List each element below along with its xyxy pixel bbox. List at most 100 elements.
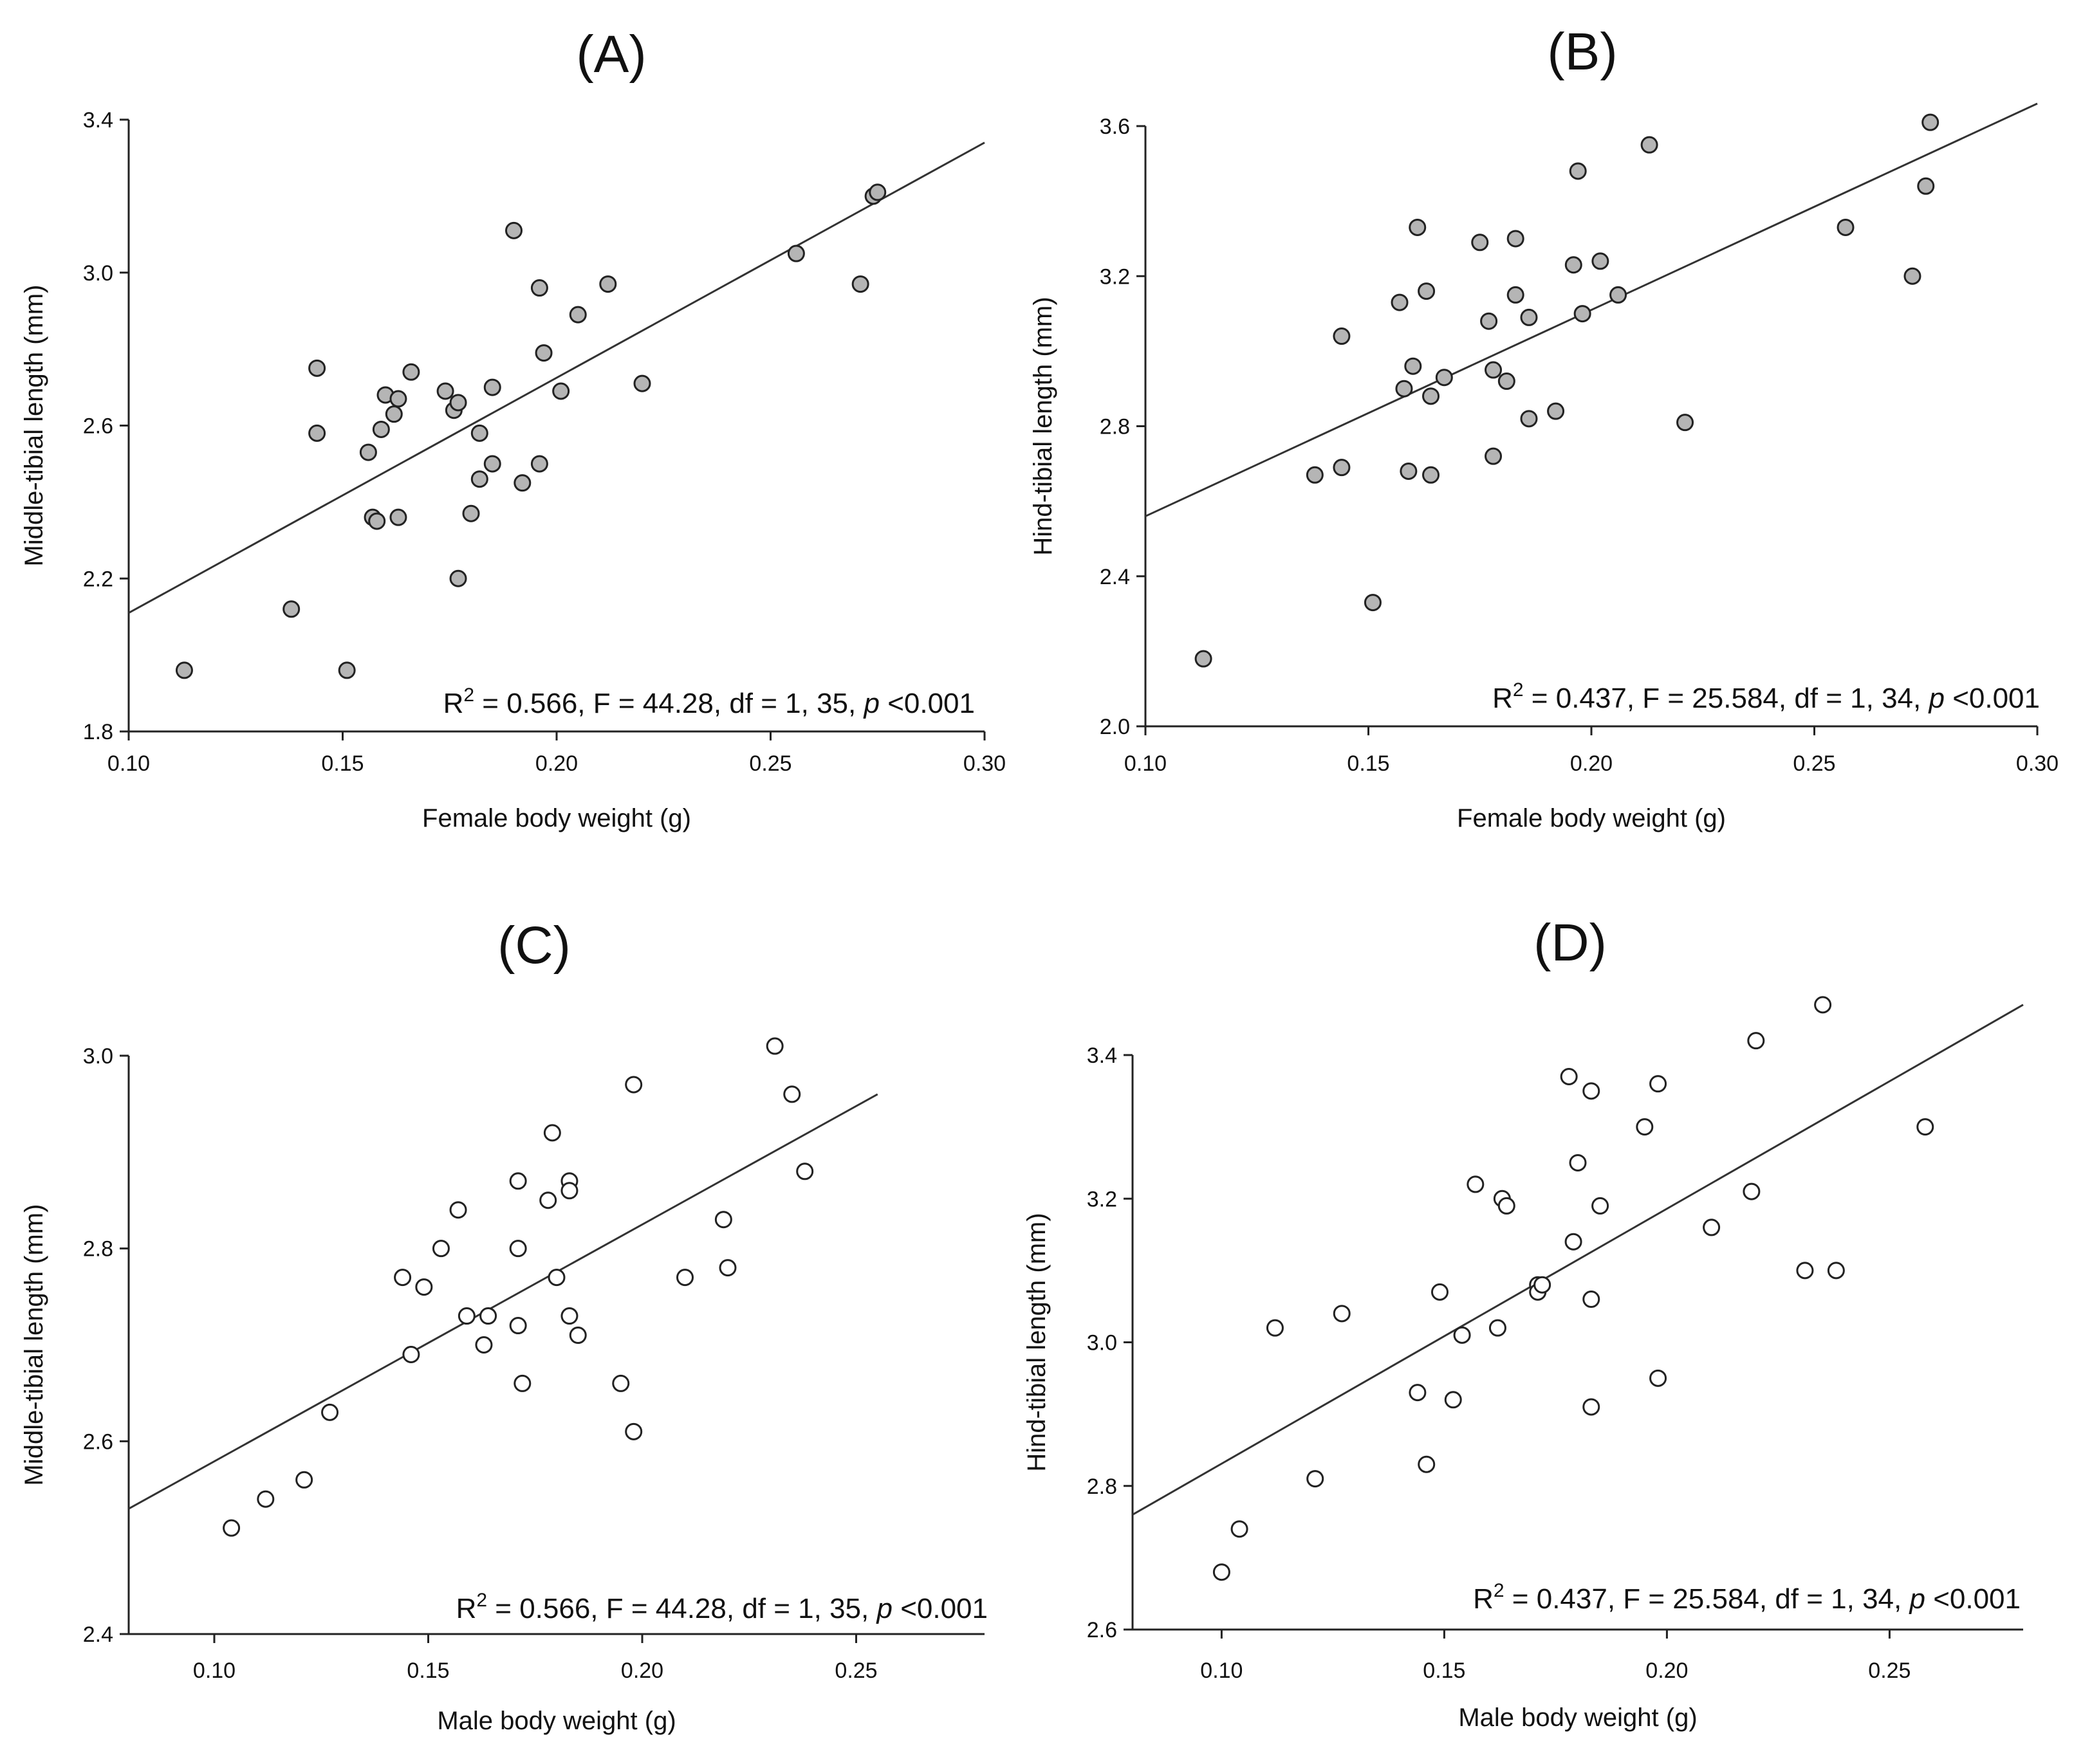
- data-point: [1485, 361, 1503, 379]
- data-point: [1916, 1118, 1934, 1136]
- stats-annotation: R2 = 0.437, F = 25.584, df = 1, 34, p <0…: [1492, 679, 2040, 714]
- data-point: [1520, 410, 1538, 428]
- data-point: [1609, 286, 1627, 304]
- data-point: [1391, 293, 1409, 311]
- data-point: [483, 378, 501, 396]
- data-point: [509, 1240, 527, 1258]
- x-tick-label: 0.30: [963, 751, 1006, 776]
- data-point: [1306, 1470, 1324, 1488]
- data-point: [1333, 1305, 1351, 1323]
- data-point: [368, 512, 386, 530]
- data-point: [1422, 466, 1440, 484]
- data-point: [257, 1490, 275, 1508]
- data-point: [1409, 1384, 1427, 1402]
- data-point: [1743, 1182, 1761, 1200]
- y-tick-label: 3.0: [83, 1044, 113, 1069]
- data-point: [552, 382, 570, 400]
- data-point: [1582, 1082, 1600, 1100]
- data-point: [530, 455, 548, 473]
- y-tick-label: 2.4: [83, 1622, 113, 1647]
- data-point: [787, 244, 805, 262]
- x-tick-label: 0.15: [321, 751, 364, 776]
- data-point: [783, 1085, 801, 1103]
- data-point: [1520, 308, 1538, 326]
- data-point: [385, 405, 403, 423]
- data-point: [560, 1307, 579, 1325]
- data-point: [308, 424, 326, 442]
- data-point: [282, 600, 301, 618]
- regression-line: [1145, 102, 2038, 517]
- data-point: [402, 363, 420, 381]
- data-point: [402, 1345, 420, 1363]
- data-point: [1569, 162, 1587, 180]
- panel-title: (B): [1547, 23, 1617, 81]
- data-point: [1435, 369, 1453, 387]
- data-point: [1827, 1262, 1845, 1280]
- data-point: [1395, 380, 1413, 398]
- data-point: [625, 1076, 643, 1094]
- data-point: [1480, 312, 1498, 330]
- data-point: [321, 1403, 339, 1421]
- data-point: [1453, 1326, 1471, 1344]
- data-point: [483, 455, 501, 473]
- data-point: [175, 661, 193, 679]
- x-tick-label: 0.25: [1868, 1658, 1911, 1683]
- stats-annotation: R2 = 0.566, F = 44.28, df = 1, 35, p <0.…: [443, 684, 975, 719]
- data-point: [1497, 372, 1515, 390]
- x-axis-label: Female body weight (g): [1457, 804, 1726, 832]
- data-point: [1564, 256, 1582, 274]
- data-point: [1676, 414, 1694, 432]
- y-axis-label: Middle-tibial length (mm): [20, 285, 48, 567]
- y-tick-label: 2.0: [1100, 715, 1130, 739]
- x-tick-label: 0.10: [193, 1658, 236, 1683]
- data-point: [1212, 1563, 1230, 1581]
- data-point: [869, 183, 887, 201]
- data-point: [1747, 1032, 1765, 1050]
- data-point: [676, 1269, 694, 1287]
- data-point: [1364, 594, 1382, 612]
- y-tick-label: 2.8: [1100, 415, 1130, 439]
- data-point: [1444, 1391, 1462, 1409]
- x-tick-label: 0.20: [1570, 751, 1613, 776]
- y-tick-label: 2.6: [83, 414, 113, 439]
- data-point: [1636, 1118, 1654, 1136]
- y-axis-label: Hind-tibial length (mm): [1023, 1213, 1051, 1471]
- data-point: [796, 1162, 814, 1181]
- data-point: [1506, 286, 1524, 304]
- regression-line: [1132, 1004, 2024, 1516]
- data-point: [462, 504, 480, 522]
- data-point: [1422, 387, 1440, 405]
- data-point: [1560, 1067, 1578, 1085]
- chart-panel-c: (C) 2.4 2.6 2.8 3.0 0.10 0.15 0.20 0.25 Male body…: [20, 916, 988, 1735]
- y-tick-label: 3.4: [83, 108, 113, 133]
- x-tick-label: 0.25: [835, 1658, 877, 1683]
- data-point: [1409, 218, 1427, 236]
- x-tick-label: 0.10: [1200, 1658, 1243, 1683]
- data-point: [1266, 1319, 1284, 1337]
- data-point: [1497, 1197, 1515, 1215]
- data-point: [449, 1201, 467, 1219]
- y-tick-label: 3.0: [1087, 1331, 1117, 1355]
- data-point: [1649, 1075, 1667, 1093]
- data-point: [569, 1327, 587, 1345]
- x-tick-label: 0.20: [1645, 1658, 1688, 1683]
- data-point: [1306, 466, 1324, 484]
- data-point: [543, 1124, 561, 1142]
- y-tick-label: 3.2: [1100, 264, 1130, 289]
- data-point: [1467, 1175, 1485, 1193]
- data-point: [475, 1336, 493, 1354]
- x-axis-label: Female body weight (g): [422, 804, 691, 832]
- chart-panel-b: (B) 2.0 2.4 2.8 3.2 3.6 0.10 0.15 0.20 0.25 0.30 Fe…: [1029, 23, 2059, 832]
- data-point: [1917, 177, 1935, 195]
- data-point: [1564, 1233, 1582, 1251]
- x-tick-label: 0.15: [407, 1658, 449, 1683]
- panel-title: (A): [576, 25, 646, 84]
- data-point: [470, 424, 488, 442]
- x-tick-label: 0.15: [1423, 1658, 1465, 1683]
- data-point: [1333, 327, 1351, 345]
- data-point: [1640, 136, 1658, 154]
- data-point: [1591, 1197, 1609, 1215]
- data-point: [719, 1259, 737, 1277]
- data-point: [1569, 1153, 1587, 1171]
- data-point: [560, 1182, 579, 1200]
